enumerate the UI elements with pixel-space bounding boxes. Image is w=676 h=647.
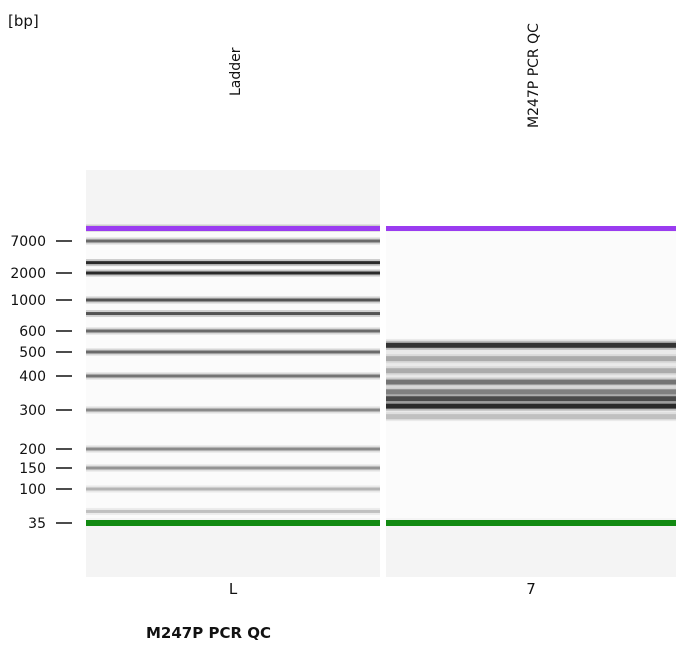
tick-label-150: 150: [19, 461, 46, 477]
band-halo: [86, 406, 380, 414]
upper-marker-band: [386, 226, 676, 231]
band-800bp: [86, 312, 380, 316]
band-halo: [386, 354, 676, 364]
lane-code-ladder: L: [228, 580, 238, 598]
tick-label-1000: 1000: [10, 293, 46, 309]
band-3000bp: [86, 261, 380, 265]
band-50bp: [86, 509, 380, 513]
band-halo: [86, 269, 380, 277]
sample-title: M247P PCR QC: [146, 624, 271, 642]
tick-label-7000: 7000: [10, 234, 46, 250]
tick-label-200: 200: [19, 442, 46, 458]
band-halo: [86, 237, 380, 245]
tick-label-2000: 2000: [10, 266, 46, 282]
band-halo: [86, 310, 380, 318]
band-150bp: [86, 466, 380, 470]
lower-marker-band: [86, 520, 380, 526]
band-halo: [386, 394, 676, 404]
band-280bp: [386, 414, 676, 420]
lane-7: [386, 226, 676, 577]
band-halo: [386, 387, 676, 397]
band-400bp: [86, 374, 380, 378]
band-halo: [386, 412, 676, 422]
tick-label-35: 35: [28, 516, 46, 532]
band-100bp: [86, 487, 380, 491]
tick-label-100: 100: [19, 482, 46, 498]
band-600bp: [86, 329, 380, 333]
band-halo: [86, 259, 380, 267]
band-halo: [86, 296, 380, 304]
band-1000bp: [86, 298, 380, 302]
band-300bp: [86, 408, 380, 412]
band-halo: [86, 372, 380, 380]
tick-label-300: 300: [19, 403, 46, 419]
band-halo: [86, 348, 380, 356]
band-350bp: [386, 389, 676, 395]
band-330bp: [386, 396, 676, 402]
tick-label-600: 600: [19, 324, 46, 340]
band-halo: [86, 327, 380, 335]
band-500bp: [86, 350, 380, 354]
lane-L: [86, 170, 380, 577]
band-halo: [386, 340, 676, 350]
band-470bp: [386, 356, 676, 362]
band-halo: [386, 366, 676, 376]
y-axis-ticks: 7000 2000 1000 600 500 400 300 200 150 100 35: [10, 234, 72, 532]
band-halo: [86, 464, 380, 472]
tick-label-400: 400: [19, 369, 46, 385]
tick-label-500: 500: [19, 345, 46, 361]
band-310bp: [386, 403, 676, 409]
upper-marker-band: [86, 226, 380, 231]
band-halo: [86, 507, 380, 515]
band-7000bp: [86, 239, 380, 243]
band-530bp: [386, 342, 676, 348]
band-halo: [86, 445, 380, 453]
band-halo: [86, 485, 380, 493]
lane-code-sample: 7: [526, 580, 536, 598]
band-420bp: [386, 368, 676, 374]
band-380bp: [386, 379, 676, 385]
gel-lanes: [86, 170, 676, 577]
band-200bp: [86, 447, 380, 451]
band-halo: [386, 377, 676, 387]
band-halo: [386, 401, 676, 411]
lower-marker-band: [386, 520, 676, 526]
y-unit-label: [bp]: [8, 12, 39, 30]
band-2000bp: [86, 271, 380, 275]
